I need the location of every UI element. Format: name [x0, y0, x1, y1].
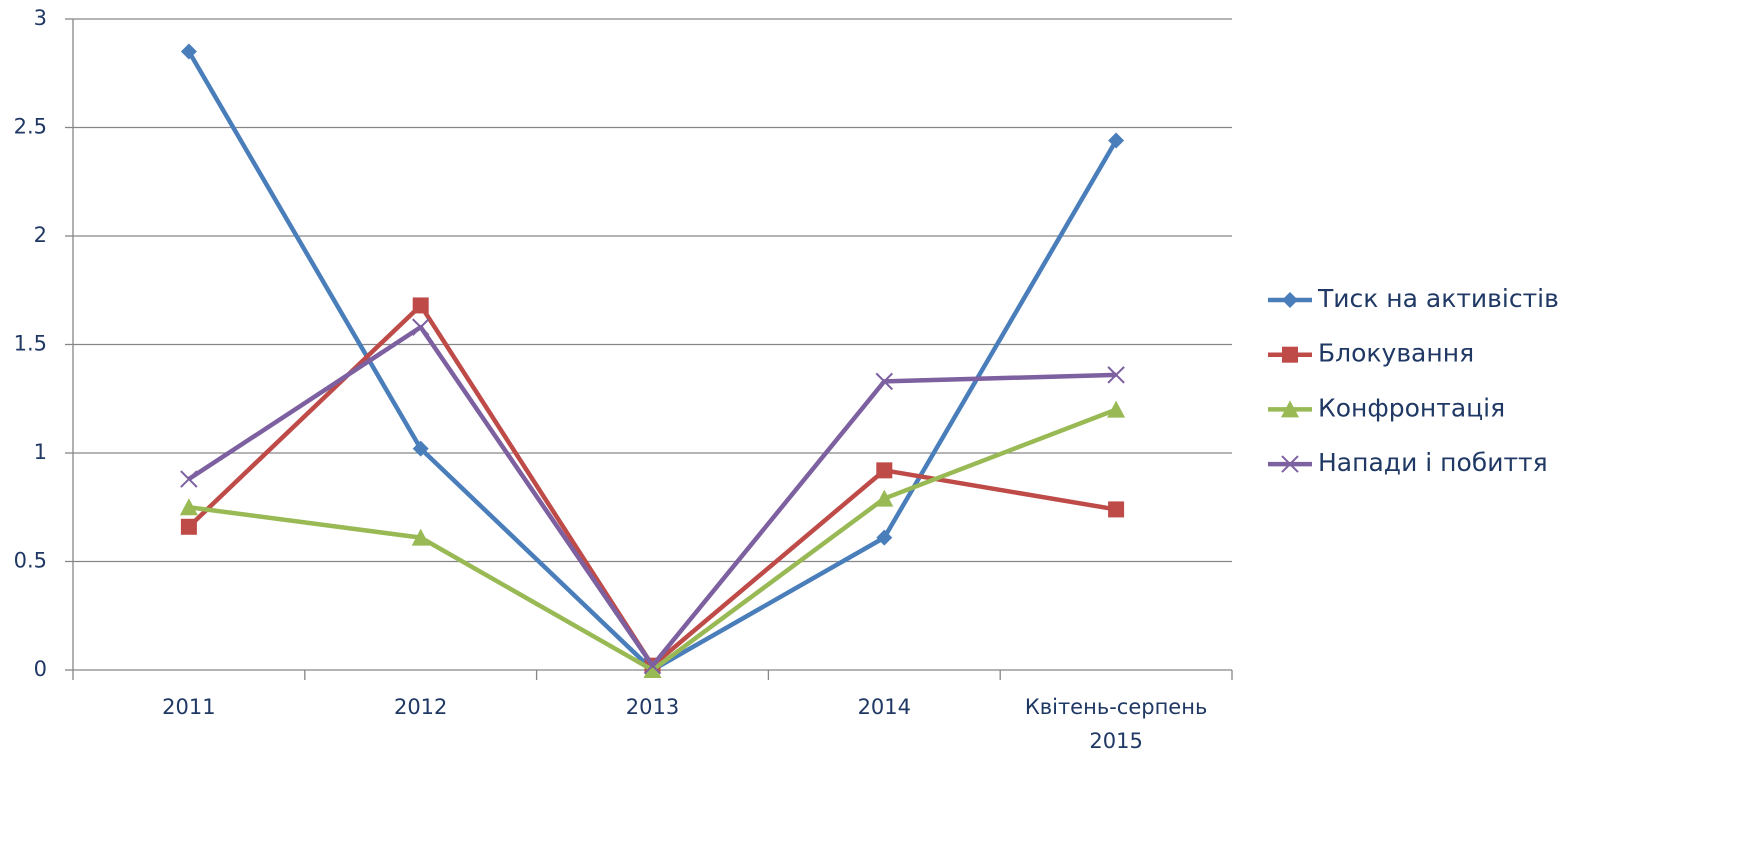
- y-tick-label: 1.5: [14, 332, 47, 356]
- marker: [180, 470, 198, 488]
- series-line: [187, 324, 1117, 668]
- marker: [412, 297, 429, 314]
- marker: [875, 372, 894, 391]
- marker: [1281, 455, 1299, 473]
- marker: [1108, 501, 1125, 518]
- legend-label: Конфронтація: [1318, 393, 1505, 422]
- marker: [1282, 292, 1298, 308]
- marker: [179, 498, 198, 516]
- series-line: [187, 303, 1117, 668]
- marker: [876, 529, 893, 546]
- x-tick-label: 2013: [625, 695, 680, 719]
- x-tick-label: 2012: [393, 695, 448, 719]
- marker: [412, 440, 429, 457]
- legend-label: Блокування: [1318, 339, 1474, 368]
- marker: [180, 43, 197, 60]
- y-tick-label: 1: [34, 440, 47, 464]
- marker: [643, 656, 662, 675]
- y-tick-label: 3: [34, 6, 47, 30]
- marker: [643, 661, 662, 678]
- marker: [180, 518, 197, 535]
- marker: [1107, 366, 1125, 384]
- marker: [411, 318, 430, 336]
- x-tick-label: Квітень-серпень 2015: [1024, 695, 1208, 753]
- y-tick-label: 2: [34, 223, 47, 247]
- marker: [1281, 400, 1299, 418]
- marker: [875, 489, 894, 507]
- x-tick-label: 2011: [162, 695, 216, 719]
- x-tick-label: 2014: [857, 695, 912, 719]
- series-line: [188, 407, 1117, 673]
- marker: [411, 528, 430, 546]
- y-tick-label: 2.5: [14, 115, 47, 139]
- marker: [1107, 400, 1126, 418]
- marker: [1108, 132, 1125, 149]
- legend-label: Напади і побиття: [1318, 448, 1548, 477]
- marker: [876, 462, 893, 479]
- y-tick-label: 0.5: [14, 549, 47, 573]
- series-line: [186, 50, 1119, 673]
- y-tick-label: 0: [34, 657, 47, 681]
- legend-label: Тиск на активістів: [1317, 284, 1559, 313]
- marker: [1282, 346, 1298, 363]
